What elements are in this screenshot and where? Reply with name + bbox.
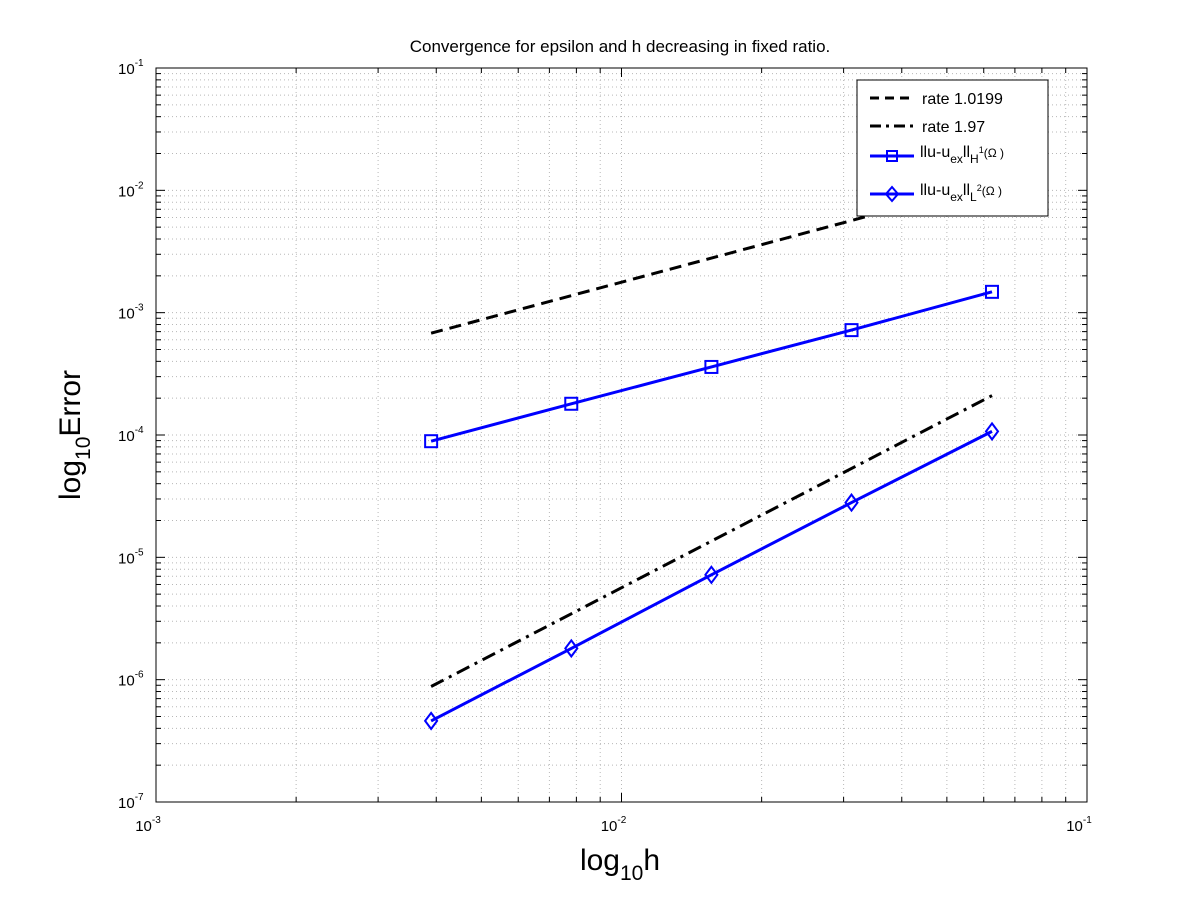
series-line-3	[430, 430, 993, 723]
x-axis-label-rest: h	[643, 844, 660, 877]
data-point-square	[424, 434, 439, 449]
data-point-diamond	[704, 565, 719, 585]
y-axis-label-sub: 10	[72, 437, 95, 460]
y-axis-label: log10Error	[54, 370, 95, 500]
y-tick-label: 10-6	[118, 670, 144, 690]
y-axis-label-base: log	[54, 460, 87, 500]
x-tick-label: 10-2	[601, 815, 627, 835]
y-tick-label: 10-2	[118, 180, 144, 200]
data-point-square	[564, 396, 579, 411]
legend-label-rate1: rate 1.0199	[922, 91, 1003, 108]
x-tick-label: 10-1	[1066, 815, 1092, 835]
legend-marker-square	[886, 150, 898, 162]
axes-box	[155, 67, 1088, 803]
data-point-square	[704, 359, 719, 374]
x-axis-label: log10h	[580, 844, 660, 885]
x-axis-label-sub: 10	[620, 862, 643, 885]
legend: rate 1.0199 rate 1.97 llu-uexllH1(Ω ) ll…	[856, 79, 1049, 217]
legend-label-rate2: rate 1.97	[922, 119, 985, 136]
x-axis-label-base: log	[580, 844, 620, 877]
data-point-diamond	[564, 638, 579, 659]
y-axis-label-rest: Error	[54, 370, 87, 437]
data-point-square	[984, 284, 999, 299]
chart-title: Convergence for epsilon and h decreasing…	[410, 37, 831, 56]
data-point-diamond	[423, 711, 439, 731]
y-tick-label: 10-3	[118, 303, 144, 323]
y-tick-label: 10-7	[118, 792, 144, 812]
legend-label-h1: llu-uexllH1(Ω )	[920, 144, 1004, 166]
x-tick-label: 10-3	[135, 815, 161, 835]
data-point-diamond	[844, 492, 859, 513]
y-tick-label: 10-5	[118, 547, 144, 567]
series-line-1	[430, 394, 993, 688]
series-line-2	[430, 290, 993, 443]
legend-marker-diamond	[884, 185, 900, 203]
data-point-square	[844, 323, 859, 338]
legend-label-l2: llu-uexllL2(Ω )	[920, 182, 1002, 204]
y-tick-label: 10-1	[118, 58, 144, 78]
y-tick-label: 10-4	[118, 425, 144, 445]
tick-labels: 10-3 10-2 10-1 10-7 10-6 10-5 10-4 10-3 10-2 10-1	[118, 58, 1092, 835]
data-point-diamond	[984, 421, 1000, 442]
axis-ticks	[155, 68, 1087, 803]
